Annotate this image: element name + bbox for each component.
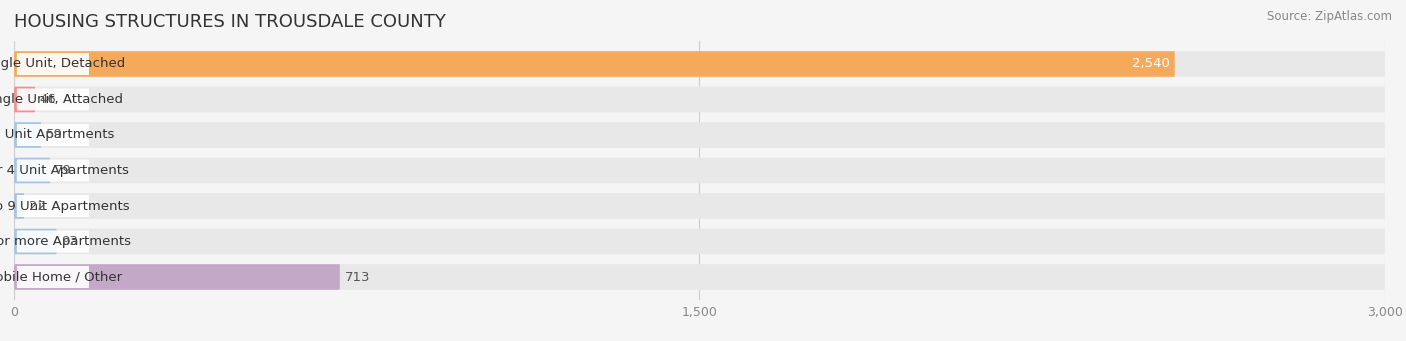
- Text: 22: 22: [28, 199, 45, 212]
- FancyBboxPatch shape: [17, 53, 89, 75]
- FancyBboxPatch shape: [14, 193, 24, 219]
- Text: Single Unit, Attached: Single Unit, Attached: [0, 93, 124, 106]
- Text: Mobile Home / Other: Mobile Home / Other: [0, 270, 122, 283]
- FancyBboxPatch shape: [14, 158, 1385, 183]
- FancyBboxPatch shape: [17, 266, 89, 288]
- Text: HOUSING STRUCTURES IN TROUSDALE COUNTY: HOUSING STRUCTURES IN TROUSDALE COUNTY: [14, 13, 446, 31]
- Text: 3 or 4 Unit Apartments: 3 or 4 Unit Apartments: [0, 164, 129, 177]
- FancyBboxPatch shape: [17, 89, 89, 110]
- FancyBboxPatch shape: [17, 195, 89, 217]
- Text: 2,540: 2,540: [1132, 58, 1170, 71]
- FancyBboxPatch shape: [14, 193, 1385, 219]
- FancyBboxPatch shape: [17, 124, 89, 146]
- Text: 93: 93: [60, 235, 77, 248]
- Text: 79: 79: [55, 164, 72, 177]
- FancyBboxPatch shape: [14, 229, 1385, 254]
- Text: 10 or more Apartments: 10 or more Apartments: [0, 235, 131, 248]
- FancyBboxPatch shape: [17, 160, 89, 181]
- FancyBboxPatch shape: [14, 264, 1385, 290]
- FancyBboxPatch shape: [14, 51, 1175, 77]
- Text: 5 to 9 Unit Apartments: 5 to 9 Unit Apartments: [0, 199, 129, 212]
- FancyBboxPatch shape: [14, 158, 51, 183]
- FancyBboxPatch shape: [14, 87, 1385, 112]
- Text: Source: ZipAtlas.com: Source: ZipAtlas.com: [1267, 10, 1392, 23]
- Text: 46: 46: [39, 93, 56, 106]
- FancyBboxPatch shape: [14, 51, 1385, 77]
- Text: 713: 713: [344, 270, 370, 283]
- Text: 59: 59: [45, 129, 62, 142]
- Text: 2 Unit Apartments: 2 Unit Apartments: [0, 129, 114, 142]
- FancyBboxPatch shape: [14, 87, 35, 112]
- FancyBboxPatch shape: [14, 122, 41, 148]
- Text: Single Unit, Detached: Single Unit, Detached: [0, 58, 125, 71]
- FancyBboxPatch shape: [17, 231, 89, 252]
- FancyBboxPatch shape: [14, 122, 1385, 148]
- FancyBboxPatch shape: [14, 229, 56, 254]
- FancyBboxPatch shape: [14, 264, 340, 290]
